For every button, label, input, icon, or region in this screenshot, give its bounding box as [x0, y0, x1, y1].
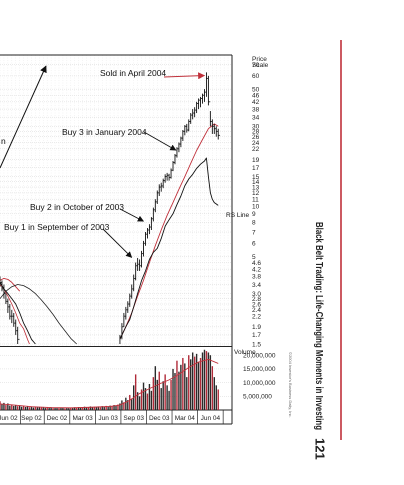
- price-tick-label: 3.8: [252, 274, 261, 281]
- page-number-text: 121: [313, 438, 328, 460]
- x-tick-label: Mar 04: [175, 415, 196, 422]
- annotation-buy-3: Buy 3 in January 2004: [62, 127, 147, 137]
- volume-axis-title: Volume: [234, 349, 256, 356]
- annotation-buy-2: Buy 2 in October of 2003: [30, 202, 124, 212]
- x-tick-label: Jun 03: [98, 415, 118, 422]
- price-tick-label: 1.5: [252, 341, 261, 348]
- annotation-buy-2-arrow: [119, 208, 145, 222]
- volume-tick-label: 10,000,000: [243, 380, 276, 387]
- annotation-cut-text: n: [1, 136, 6, 146]
- price-tick-label: 5: [252, 254, 256, 261]
- annotation-buy-3-arrow: [143, 131, 177, 151]
- price-tick-label: 7: [252, 229, 256, 236]
- x-tick-label: Sep 02: [21, 415, 42, 422]
- price-tick-label: 2.8: [252, 296, 261, 303]
- price-tick-label: 38: [252, 106, 260, 113]
- price-tick-label: 8: [252, 220, 256, 227]
- price-tick-label: 14: [252, 179, 260, 186]
- price-tick-label: 19: [252, 157, 260, 164]
- price-tick-label: 3.4: [252, 282, 261, 289]
- price-tick-label: 2.2: [252, 313, 261, 320]
- price-tick-label: 70: [252, 62, 260, 69]
- x-tick-label: Jun 04: [201, 415, 221, 422]
- price-tick-label: 22: [252, 146, 260, 153]
- page-number: 121: [313, 438, 328, 460]
- volume-average-line: [0, 358, 219, 409]
- annotation-long-arrow: [0, 65, 47, 169]
- running-title-text: Black Belt Trading: Life-Changing Moment…: [313, 222, 325, 430]
- price-axis-title-line1: Price: [252, 56, 267, 63]
- price-tick-label: 6: [252, 241, 256, 248]
- price-tick-label: 2.4: [252, 307, 261, 314]
- price-tick-label: 10: [252, 203, 260, 210]
- moving-average-200-line: [0, 284, 77, 345]
- price-tick-label: 17: [252, 165, 260, 172]
- moving-average-10-line: [0, 284, 30, 345]
- price-tick-label: 42: [252, 99, 260, 106]
- price-tick-label: 4.6: [252, 260, 261, 267]
- price-tick-label: 11: [252, 196, 259, 203]
- price-tick-label: 60: [252, 73, 260, 80]
- price-tick-label: 15: [252, 174, 260, 181]
- annotation-rs-line: RS Line: [226, 212, 250, 219]
- price-tick-label: 26: [252, 134, 260, 141]
- price-tick-label: 46: [252, 93, 260, 100]
- price-tick-label: 1.9: [252, 324, 261, 331]
- moving-average-50-line: [0, 277, 21, 292]
- volume-tick-label: 5,000,000: [243, 394, 272, 401]
- price-tick-label: 4.2: [252, 266, 261, 273]
- price-tick-label: 9: [252, 211, 256, 218]
- annotation-buy-1-arrow: [102, 228, 133, 258]
- price-tick-label: 34: [252, 114, 260, 121]
- volume-tick-label: 20,000,000: [243, 353, 276, 360]
- x-tick-label: Dec 03: [149, 415, 170, 422]
- x-tick-label: Mar 03: [72, 415, 93, 422]
- annotation-buy-1: Buy 1 in September of 2003: [4, 222, 110, 232]
- price-tick-label: 50: [252, 86, 260, 93]
- x-tick-label: Dec 02: [47, 415, 68, 422]
- price-tick-label: 1.7: [252, 332, 261, 339]
- volume-tick-label: 15,000,000: [243, 366, 276, 373]
- annotation-sold: Sold in April 2004: [100, 68, 166, 78]
- running-title: Black Belt Trading: Life-Changing Moment…: [313, 222, 325, 430]
- price-tick-label: 2.6: [252, 301, 261, 308]
- copyright-text: ©2004 Investor's Business Daily, Inc.: [288, 352, 293, 418]
- price-tick-label: 28: [252, 129, 260, 136]
- price-tick-label: 30: [252, 124, 260, 131]
- price-tick-label: 24: [252, 140, 260, 147]
- price-axis-title-line2: Scale: [252, 62, 269, 69]
- x-tick-label: Sep 03: [123, 415, 144, 422]
- annotation-sold-arrow: [163, 72, 206, 80]
- rs-line: [0, 282, 36, 345]
- rs-line: [119, 157, 219, 340]
- price-tick-label: 12: [252, 190, 260, 197]
- x-tick-label: Jun 02: [0, 415, 18, 422]
- price-tick-label: 13: [252, 184, 260, 191]
- price-tick-label: 3.0: [252, 291, 261, 298]
- moving-average-50-line: [119, 123, 219, 340]
